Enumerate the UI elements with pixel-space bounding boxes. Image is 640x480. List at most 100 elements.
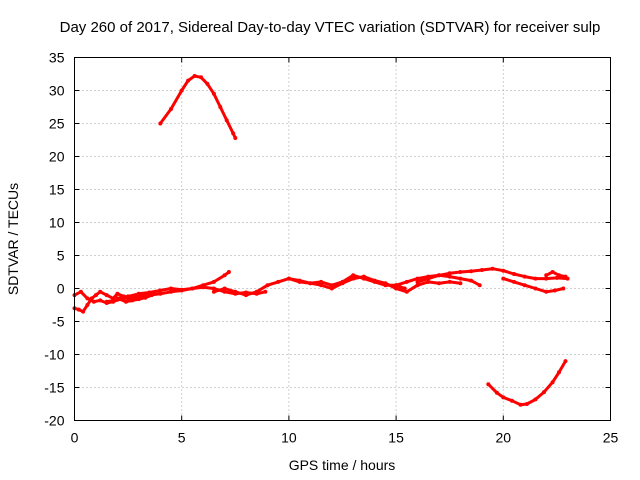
data-point	[477, 283, 482, 288]
data-point	[437, 273, 441, 278]
grid-lines	[74, 57, 611, 421]
data-point	[544, 289, 549, 294]
data-point	[544, 276, 549, 281]
data-point	[211, 91, 216, 96]
data-point	[233, 136, 238, 140]
data-point	[561, 286, 566, 291]
x-tick-label: 15	[388, 430, 404, 446]
x-tick-label: 10	[281, 430, 297, 446]
data-point	[415, 276, 420, 281]
data-point	[186, 78, 191, 83]
data-point	[512, 279, 516, 284]
y-tick-label: -10	[44, 347, 64, 363]
data-point	[147, 290, 152, 295]
data-point	[85, 303, 90, 307]
data-point	[509, 398, 514, 403]
axis-ticks	[74, 57, 611, 421]
data-series	[72, 74, 570, 407]
data-point	[329, 286, 334, 291]
data-point	[179, 287, 184, 292]
data-point	[158, 291, 163, 296]
data-point	[351, 273, 356, 278]
y-tick-label: -20	[44, 413, 64, 429]
data-point	[231, 131, 236, 136]
y-tick-label: -5	[52, 314, 65, 330]
series-arc-high	[158, 74, 237, 140]
data-point	[211, 279, 216, 284]
data-point	[169, 286, 173, 291]
data-point	[329, 283, 334, 288]
data-point	[158, 288, 163, 293]
data-point	[533, 286, 538, 291]
chart-title: Day 260 of 2017, Sidereal Day-to-day VTE…	[60, 19, 601, 36]
data-point	[211, 286, 216, 291]
data-point	[319, 283, 324, 288]
data-point	[501, 395, 506, 400]
data-point	[222, 286, 227, 291]
data-point	[76, 307, 81, 312]
data-point	[91, 299, 96, 304]
data-point	[383, 281, 388, 286]
data-point	[501, 268, 506, 273]
data-point	[85, 296, 90, 301]
data-point	[226, 270, 231, 274]
data-point	[192, 74, 197, 78]
data-point	[104, 299, 109, 304]
data-point	[169, 107, 173, 111]
data-point	[265, 283, 270, 288]
data-point	[93, 293, 98, 298]
data-point	[469, 278, 474, 283]
data-point	[557, 370, 561, 375]
y-tick-label: 25	[49, 116, 65, 132]
data-point	[479, 268, 484, 272]
data-point	[81, 309, 86, 314]
data-point	[104, 293, 109, 298]
data-point	[78, 289, 83, 294]
data-point	[469, 269, 474, 274]
data-point	[533, 276, 538, 281]
data-point	[426, 276, 431, 281]
data-point	[169, 289, 173, 294]
data-point	[190, 286, 195, 291]
data-point	[494, 390, 499, 395]
data-point	[286, 276, 291, 281]
data-point	[447, 279, 452, 284]
data-point	[115, 296, 120, 301]
data-point	[201, 285, 206, 290]
data-point	[415, 283, 420, 288]
data-point	[158, 121, 163, 126]
data-point	[447, 274, 452, 279]
data-point	[426, 279, 431, 284]
data-point	[542, 390, 546, 395]
data-point	[218, 105, 223, 109]
data-point	[222, 273, 227, 278]
data-point	[415, 279, 420, 284]
data-point	[522, 274, 527, 279]
data-point	[533, 397, 538, 402]
data-point	[563, 359, 568, 364]
data-point	[552, 288, 557, 293]
data-point	[404, 279, 409, 284]
data-point	[130, 298, 135, 303]
data-point	[199, 75, 203, 80]
data-point	[179, 88, 184, 93]
y-tick-label: 35	[49, 50, 65, 66]
data-point	[244, 293, 248, 298]
data-point	[490, 266, 495, 271]
data-point	[563, 274, 568, 279]
y-axis-title: SDTVAR / TECUs	[5, 183, 21, 295]
data-point	[550, 380, 555, 385]
data-point	[276, 279, 281, 284]
data-point	[297, 279, 302, 284]
data-point	[136, 291, 141, 296]
x-tick-label: 25	[603, 430, 619, 446]
data-point	[254, 289, 259, 294]
data-point	[126, 294, 131, 299]
data-point	[394, 286, 399, 291]
x-axis-title: GPS time / hours	[289, 457, 396, 473]
x-tick-label: 0	[71, 430, 79, 446]
data-point	[205, 81, 210, 86]
y-tick-label: 10	[49, 215, 65, 231]
x-tick-labels: 0 5 10 15 20 25	[71, 430, 619, 446]
